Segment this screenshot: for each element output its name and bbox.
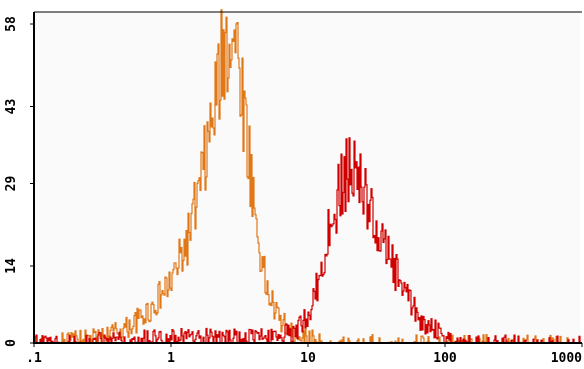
y-tick-label: 43: [4, 99, 19, 115]
y-tick-label: 14: [4, 258, 19, 274]
x-tick-label: 10: [300, 351, 316, 366]
tick-layer: 0 14 29 43 58 .1 1 10 100 1000: [4, 16, 583, 366]
x-tick-label: 100: [433, 351, 457, 366]
x-tick-label: .1: [26, 351, 42, 366]
x-tick-label: 1: [167, 351, 175, 366]
y-tick-label: 58: [4, 16, 19, 32]
x-tick-label: 1000: [551, 351, 582, 366]
y-tick-label: 29: [4, 176, 19, 192]
y-tick-label: 0: [4, 339, 19, 347]
plot-area: [34, 12, 580, 342]
